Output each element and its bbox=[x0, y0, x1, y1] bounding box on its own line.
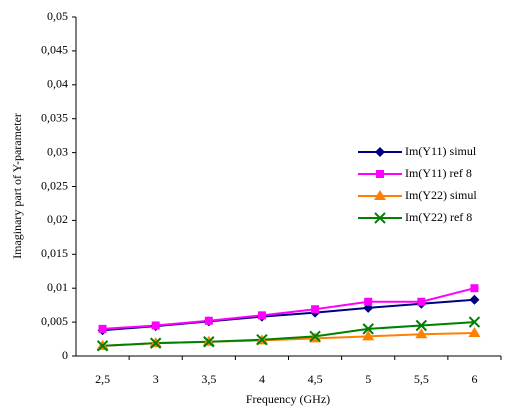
legend-label: Im(Y22) simul bbox=[405, 188, 477, 202]
data-point bbox=[149, 337, 162, 349]
data-point bbox=[470, 284, 479, 293]
legend-label: Im(Y11) simul bbox=[405, 144, 477, 158]
y-tick-label: 0,02 bbox=[47, 212, 68, 226]
y-axis-label: Imaginary part of Y-parameter bbox=[10, 113, 24, 259]
data-point bbox=[415, 319, 428, 332]
data-point bbox=[98, 324, 107, 333]
data-point bbox=[309, 330, 321, 343]
data-point bbox=[362, 323, 374, 335]
y-tick-label: 0 bbox=[62, 348, 68, 362]
data-point bbox=[468, 326, 481, 337]
data-point bbox=[96, 340, 109, 352]
x-tick-label: 4,5 bbox=[308, 372, 323, 386]
legend-marker bbox=[374, 190, 386, 200]
series-line bbox=[102, 321, 475, 347]
data-point bbox=[417, 297, 426, 306]
y-tick-label: 0,035 bbox=[41, 110, 68, 124]
x-axis-label: Frequency (GHz) bbox=[246, 392, 330, 406]
data-point bbox=[257, 311, 266, 320]
y-tick-label: 0,015 bbox=[41, 246, 68, 260]
y-tick-label: 0,045 bbox=[41, 43, 68, 57]
y-tick-label: 0,005 bbox=[41, 314, 68, 328]
data-point bbox=[203, 336, 215, 348]
series-line bbox=[102, 287, 475, 330]
data-point bbox=[311, 305, 320, 314]
x-tick-label: 6 bbox=[471, 372, 477, 386]
legend-marker bbox=[375, 147, 385, 157]
x-tick-label: 2,5 bbox=[95, 372, 110, 386]
data-point bbox=[364, 297, 373, 306]
x-tick-label: 5,5 bbox=[414, 372, 429, 386]
data-point bbox=[415, 328, 428, 339]
legend-marker bbox=[376, 170, 384, 178]
legend-label: Im(Y11) ref 8 bbox=[405, 166, 472, 180]
y-tick-label: 0,04 bbox=[47, 77, 68, 91]
legend-label: Im(Y22) ref 8 bbox=[405, 210, 472, 224]
data-point bbox=[362, 330, 375, 341]
legend-marker bbox=[374, 212, 386, 224]
data-point bbox=[468, 316, 481, 328]
data-point bbox=[469, 294, 480, 305]
x-tick-label: 3 bbox=[153, 372, 159, 386]
x-tick-label: 3,5 bbox=[201, 372, 216, 386]
y-tick-label: 0,03 bbox=[47, 144, 68, 158]
data-point bbox=[151, 321, 160, 330]
data-point bbox=[204, 316, 213, 325]
data-point bbox=[256, 334, 268, 346]
x-tick-label: 4 bbox=[259, 372, 265, 386]
y-tick-label: 0,01 bbox=[47, 280, 68, 294]
y-tick-label: 0,05 bbox=[47, 9, 68, 23]
y-tick-label: 0,025 bbox=[41, 178, 68, 192]
x-tick-label: 5 bbox=[365, 372, 371, 386]
